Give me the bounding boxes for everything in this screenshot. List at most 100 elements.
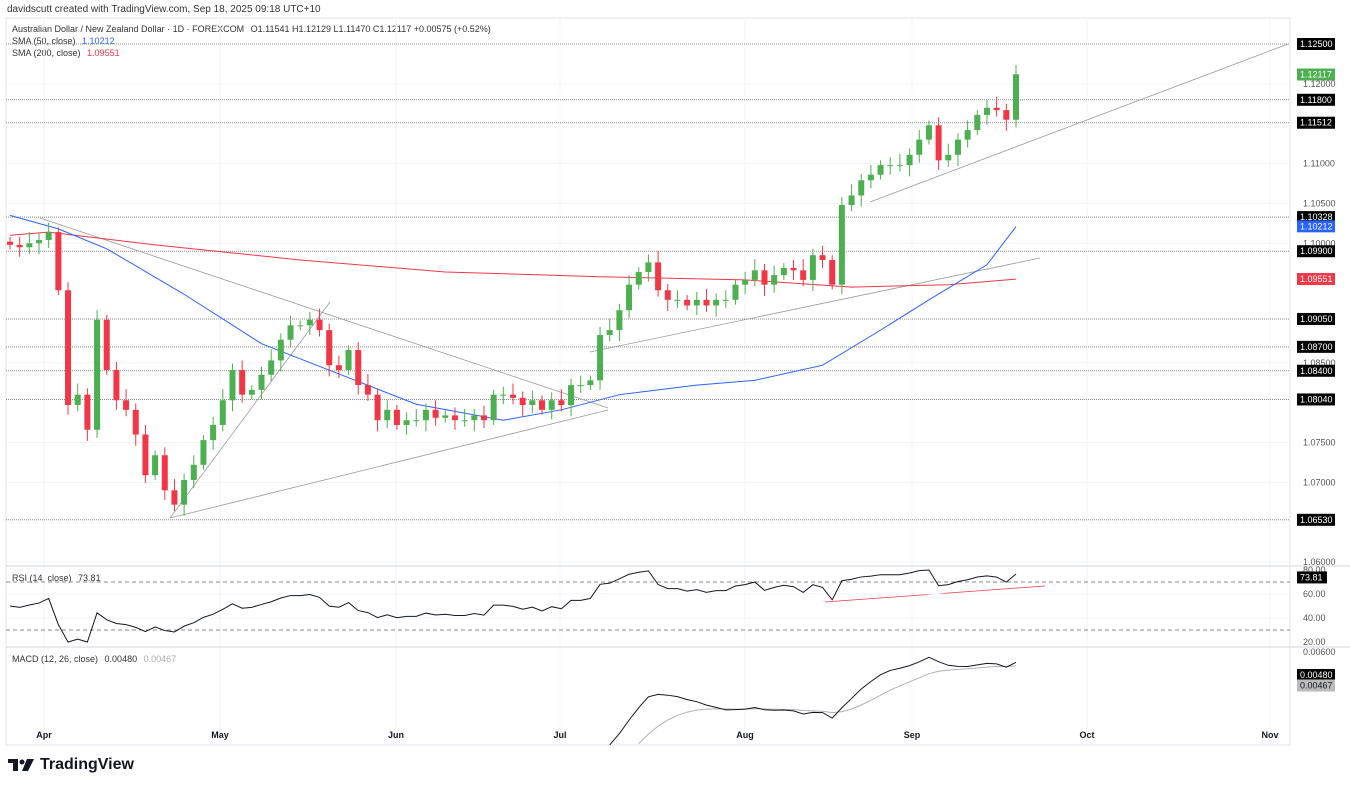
- price-tick-label: 1.12000: [1303, 79, 1336, 89]
- symbol-name[interactable]: Australian Dollar / New Zealand Dollar ·…: [12, 24, 245, 34]
- macd-value-tag-bg: [1297, 669, 1335, 681]
- sma200-value: 1.09551: [87, 48, 120, 58]
- tradingview-logo[interactable]: TradingView: [8, 756, 134, 774]
- candle-body: [316, 319, 323, 331]
- macd-value-tag: 0.00480: [1300, 670, 1333, 680]
- candle-body: [606, 330, 613, 335]
- last-price-label-bg: [1297, 68, 1335, 81]
- level-label-bg: [1297, 211, 1335, 224]
- candle-body: [413, 420, 420, 422]
- macd-line: [609, 656, 1017, 746]
- candle-body: [84, 394, 91, 430]
- candle-body: [906, 154, 913, 166]
- candle-body: [16, 244, 23, 248]
- price-tick-label: 1.11000: [1303, 159, 1335, 169]
- candle-body: [393, 409, 400, 425]
- candle-body: [113, 369, 120, 401]
- macd-legend[interactable]: MACD (12, 26, close) 0.00480 0.00467: [12, 654, 176, 664]
- candle-body: [935, 125, 942, 161]
- candle-body: [442, 415, 449, 418]
- candle-body: [103, 319, 110, 370]
- candle-body: [451, 415, 458, 421]
- chart-credit: davidscutt created with TradingView.com,…: [7, 4, 321, 15]
- rsi-tick-label: 20.00: [1303, 637, 1326, 647]
- time-tick-label: Aug: [736, 730, 754, 740]
- candle-body: [568, 385, 575, 406]
- candle-body: [713, 299, 720, 306]
- level-label: 1.10328: [1300, 212, 1333, 222]
- sma200-price-label: 1.09551: [1300, 274, 1333, 284]
- candle-body: [819, 255, 826, 260]
- candle-body: [790, 267, 797, 271]
- level-label-bg: [1297, 312, 1335, 325]
- level-label-bg: [1297, 364, 1335, 377]
- rsi-value-tag-bg: [1297, 571, 1327, 584]
- level-label: 1.12500: [1300, 39, 1333, 49]
- signal-value-tag-bg: [1297, 679, 1335, 692]
- rsi-legend[interactable]: RSI (14, close) 73.81: [12, 573, 101, 583]
- candle-body: [887, 165, 894, 167]
- level-label-bg: [1297, 393, 1335, 406]
- rsi-line: [9, 569, 1017, 643]
- candle-body: [732, 284, 739, 300]
- candle-body: [248, 389, 255, 395]
- candle-body: [877, 165, 884, 175]
- candle-body: [36, 240, 43, 244]
- candle-body: [510, 394, 516, 398]
- candle-body: [277, 339, 284, 361]
- trendline: [589, 257, 1041, 353]
- level-label-bg: [1297, 340, 1335, 353]
- candle-body: [239, 369, 246, 395]
- rsi-tick-label: 60.00: [1303, 589, 1326, 599]
- sma50-price-label-bg: [1297, 220, 1335, 233]
- level-label: 1.11512: [1300, 118, 1332, 128]
- trendline: [169, 409, 609, 519]
- candle-body: [74, 394, 81, 406]
- candle-body: [964, 130, 971, 140]
- sma200-legend[interactable]: SMA (200, close) 1.09551: [12, 48, 120, 58]
- trendline: [169, 301, 331, 519]
- candle-body: [403, 420, 410, 425]
- trendlines[interactable]: [39, 43, 1289, 603]
- trendline: [39, 217, 609, 409]
- ohlc-values: O1.11541 H1.12129 L1.11470 C1.12117 +0.0…: [250, 24, 491, 34]
- symbol-legend: Australian Dollar / New Zealand Dollar ·…: [12, 24, 491, 34]
- candle-body: [635, 271, 642, 285]
- candle-body: [954, 139, 961, 155]
- time-tick-label: Nov: [1261, 730, 1278, 740]
- level-label: 1.08400: [1300, 366, 1333, 376]
- time-tick-label: May: [211, 730, 229, 740]
- candle-body: [945, 154, 952, 161]
- candle-body: [268, 360, 275, 375]
- candle-body: [1003, 110, 1010, 120]
- candle-body: [742, 279, 749, 285]
- candle-body: [374, 394, 381, 421]
- candle-body: [577, 385, 584, 387]
- candle-body: [306, 319, 313, 326]
- candle-body: [26, 243, 33, 248]
- candle-body: [761, 270, 768, 285]
- candle-body: [345, 350, 352, 370]
- level-label: 1.08700: [1300, 342, 1333, 352]
- macd-signal-line: [638, 665, 1017, 744]
- candle-body: [1013, 74, 1019, 120]
- level-label: 1.09900: [1300, 246, 1333, 256]
- candle-body: [355, 350, 362, 386]
- candle-body: [461, 420, 468, 422]
- candle-body: [152, 455, 159, 476]
- time-tick-label: Sep: [904, 730, 921, 740]
- level-label: 1.11800: [1300, 95, 1332, 105]
- candle-body: [190, 464, 197, 480]
- trendline: [869, 43, 1289, 203]
- candle-body: [780, 267, 787, 276]
- candle-body: [181, 479, 188, 505]
- candle-body: [471, 415, 478, 421]
- time-tick-label: Oct: [1079, 730, 1094, 740]
- level-label-bg: [1297, 116, 1335, 129]
- tradingview-logo-text: TradingView: [40, 756, 134, 773]
- candle-body: [480, 415, 487, 421]
- candle-body: [171, 490, 178, 505]
- candle-body: [519, 397, 526, 406]
- candle-body: [896, 165, 903, 167]
